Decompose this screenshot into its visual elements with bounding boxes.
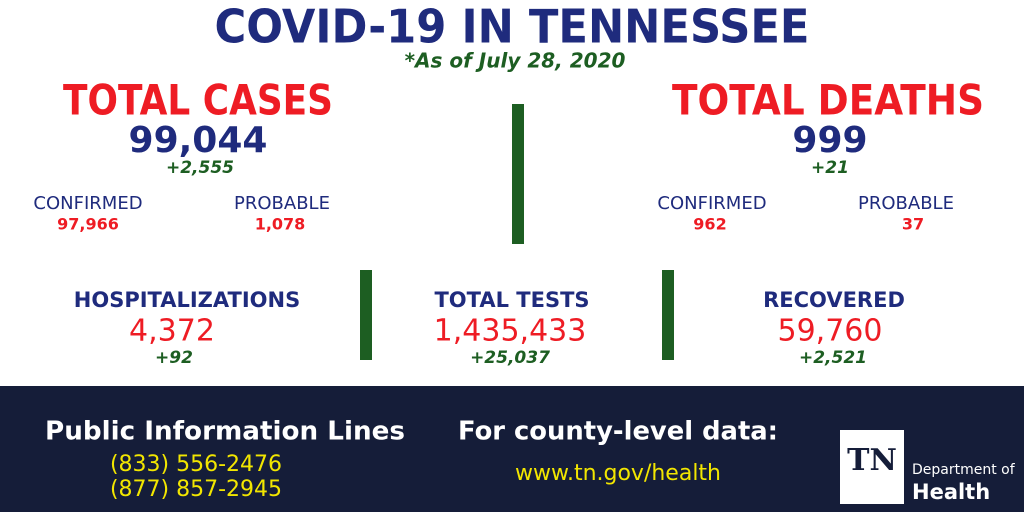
deaths-total: 999: [792, 120, 867, 161]
stat-change: +2,521: [799, 348, 867, 368]
divider: [662, 270, 674, 360]
divider: [512, 104, 524, 244]
stat-value: 59,760: [778, 314, 883, 349]
probable-value: 37: [902, 215, 924, 234]
cases-change: +2,555: [166, 158, 234, 178]
deaths-change: +21: [811, 158, 849, 178]
stat-value: 1,435,433: [434, 314, 587, 349]
phone-heading: Public Information Lines: [45, 417, 405, 447]
stat-change: +25,037: [470, 348, 550, 368]
cases-total: 99,044: [129, 120, 268, 161]
url: www.tn.gov/health: [515, 461, 721, 486]
phone: (833) 556-2476: [110, 452, 282, 477]
probable-value: 1,078: [255, 215, 306, 234]
confirmed-label: CONFIRMED: [657, 193, 766, 214]
stat-change: +92: [155, 348, 193, 368]
logo-box: [840, 430, 904, 504]
title: COVID-19 IN TENNESSEE: [215, 0, 810, 54]
confirmed-value: 962: [693, 215, 726, 234]
stat-label: RECOVERED: [763, 288, 905, 312]
stat-label: TOTAL TESTS: [434, 288, 589, 312]
probable-label: PROBABLE: [858, 193, 954, 214]
divider: [360, 270, 372, 360]
logo-line: Health: [912, 480, 990, 504]
stat-value: 4,372: [129, 314, 215, 349]
confirmed-label: CONFIRMED: [33, 193, 142, 214]
deaths-title: TOTAL DEATHS: [672, 76, 984, 125]
logo-line: Department of: [912, 462, 1016, 478]
web-heading: For county-level data:: [458, 417, 778, 447]
stat-label: HOSPITALIZATIONS: [74, 288, 300, 312]
logo-mark: TN: [847, 443, 897, 478]
confirmed-value: 97,966: [57, 215, 119, 234]
cases-title: TOTAL CASES: [63, 76, 333, 125]
probable-label: PROBABLE: [234, 193, 330, 214]
phone: (877) 857-2945: [110, 477, 282, 502]
subtitle: *As of July 28, 2020: [405, 49, 626, 73]
